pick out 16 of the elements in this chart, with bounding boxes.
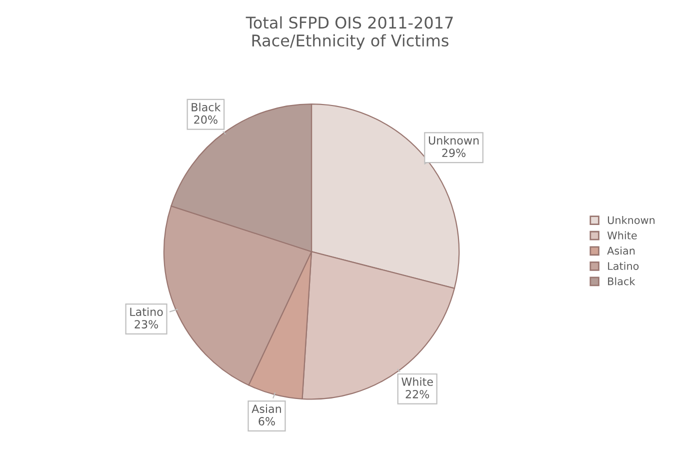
slice-label: Unknown	[428, 136, 479, 145]
slice-label: Black	[192, 102, 221, 112]
slice-label: White	[402, 377, 433, 386]
data-label: 6%	[258, 417, 275, 426]
data-label: 22%	[406, 390, 430, 398]
data-label: 23%	[134, 320, 158, 328]
legend-label: Latino	[608, 262, 639, 270]
slice-label: Asian	[252, 404, 281, 414]
legend-label: Unknown	[608, 216, 655, 224]
legend-label: Asian	[607, 246, 635, 255]
legend-label: White	[607, 231, 637, 240]
legend-label: Black	[608, 277, 636, 286]
data-label: 29%	[442, 148, 466, 158]
data-label: 20%	[194, 115, 218, 124]
slice-label: Latino	[130, 307, 163, 316]
chart-title: Total SFPD OIS 2011-2017 Race/Ethnicity of Victims	[246, 16, 453, 50]
